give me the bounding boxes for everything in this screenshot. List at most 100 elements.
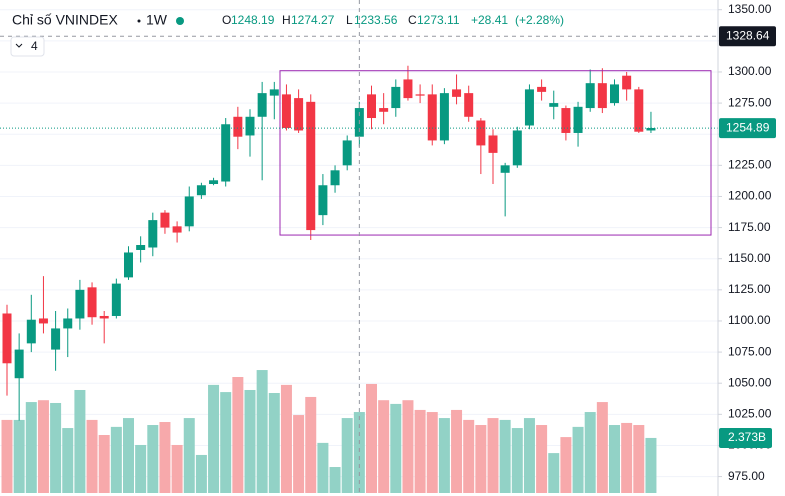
symbol-title: Chỉ số VNINDEX	[12, 12, 118, 28]
volume-bar	[402, 400, 414, 493]
candle-body	[379, 108, 389, 112]
candle-body	[415, 94, 425, 96]
volume-bar	[50, 402, 62, 493]
candle-body	[561, 108, 571, 133]
candle-body	[196, 185, 206, 196]
volume-bar	[305, 396, 317, 493]
candle-body	[500, 165, 510, 173]
high-label: H	[282, 13, 291, 27]
y-tick-label: 1350.00	[728, 2, 772, 16]
high-value: 1274.27	[291, 13, 335, 27]
low-label: L	[346, 13, 353, 27]
volume-bar	[244, 389, 256, 493]
candle-body	[184, 196, 194, 227]
open-label: O	[222, 13, 231, 27]
candle-body	[294, 98, 304, 131]
candle-body	[14, 349, 24, 379]
volume-bar	[451, 409, 463, 493]
separator	[137, 19, 141, 23]
volume-bar	[62, 428, 74, 493]
candle-body	[367, 94, 376, 119]
candle-body	[87, 287, 97, 318]
candle-body	[342, 140, 352, 166]
volume-bar	[536, 425, 548, 493]
volume-bar	[159, 422, 171, 493]
candle-body	[245, 116, 255, 136]
volume-bar	[426, 412, 438, 493]
volume-bar	[171, 444, 183, 493]
candle-body	[524, 89, 534, 126]
candle-body	[573, 106, 583, 133]
interval: 1W	[146, 12, 168, 28]
candle-body	[597, 83, 607, 109]
y-tick-label: 1125.00	[728, 282, 771, 296]
range-box	[279, 70, 712, 236]
y-tick-label: 1225.00	[728, 158, 772, 172]
open-value: 1248.19	[231, 13, 275, 27]
last-price-label: 1254.89	[726, 120, 770, 134]
change: +28.41	[471, 13, 508, 27]
candle-body	[622, 75, 632, 90]
candle-body	[124, 252, 133, 278]
crosshair-price-label: 1328.64	[726, 28, 770, 42]
candle-body	[209, 180, 219, 185]
volume-bar	[560, 437, 572, 493]
volume-bar	[341, 418, 353, 493]
volume-bar	[438, 418, 450, 493]
y-tick-label: 1050.00	[728, 375, 772, 389]
volume-bar	[548, 453, 560, 493]
candle-body	[160, 212, 170, 228]
candle-body	[111, 283, 121, 316]
volume-bar	[37, 400, 49, 493]
candle-body	[2, 313, 12, 364]
volume-bar	[633, 425, 645, 493]
legend: Chỉ số VNINDEX 1W O 1248.19 H 1274.27 L …	[10, 12, 564, 57]
indicator-count: 4	[31, 39, 38, 53]
volume-bar	[208, 384, 220, 493]
volume-bar	[74, 389, 86, 493]
y-tick-label: 1025.00	[728, 407, 772, 421]
candle-body	[512, 130, 522, 166]
volume-bar	[293, 415, 305, 493]
close-label: C	[408, 13, 417, 27]
candle-body	[488, 135, 498, 153]
candle-body	[476, 120, 486, 146]
candle-body	[464, 93, 474, 117]
candle-body	[537, 86, 547, 92]
volume-bar	[487, 418, 499, 493]
candle-body	[634, 89, 644, 132]
candle-body	[26, 319, 36, 344]
indicator-toggle[interactable]	[10, 36, 45, 57]
candle-body	[257, 93, 267, 117]
candle-body	[233, 116, 243, 137]
candle-body	[427, 94, 437, 141]
candle-body	[51, 328, 61, 350]
volume-bar	[110, 426, 122, 493]
last-price-box	[719, 118, 776, 139]
volume-bar	[220, 392, 232, 493]
volume-bar	[645, 437, 657, 493]
volume-bar	[463, 419, 475, 493]
candle-body	[63, 318, 73, 329]
volume-bar	[183, 418, 195, 493]
volume-pane	[1, 370, 657, 493]
candle-body	[439, 93, 449, 141]
volume-bar	[317, 442, 329, 493]
chevron	[15, 43, 23, 48]
y-tick-label: 1275.00	[728, 95, 772, 109]
candle-body	[330, 170, 340, 186]
price-labels: 1254.89 1328.64 2.373B	[719, 26, 776, 448]
volume-bar	[123, 418, 134, 493]
volume-bar	[329, 467, 341, 493]
candle-body	[75, 289, 85, 319]
candle-body	[585, 83, 595, 109]
volume-last-label: 2.373B	[728, 430, 766, 444]
overlay	[0, 0, 718, 496]
volume-bar	[268, 393, 280, 493]
candle-body	[403, 79, 413, 99]
candle-body	[646, 127, 656, 131]
volume-bar	[523, 418, 535, 493]
volume-bar	[1, 419, 13, 493]
volume-bar	[621, 422, 633, 493]
volume-bar	[13, 419, 25, 493]
